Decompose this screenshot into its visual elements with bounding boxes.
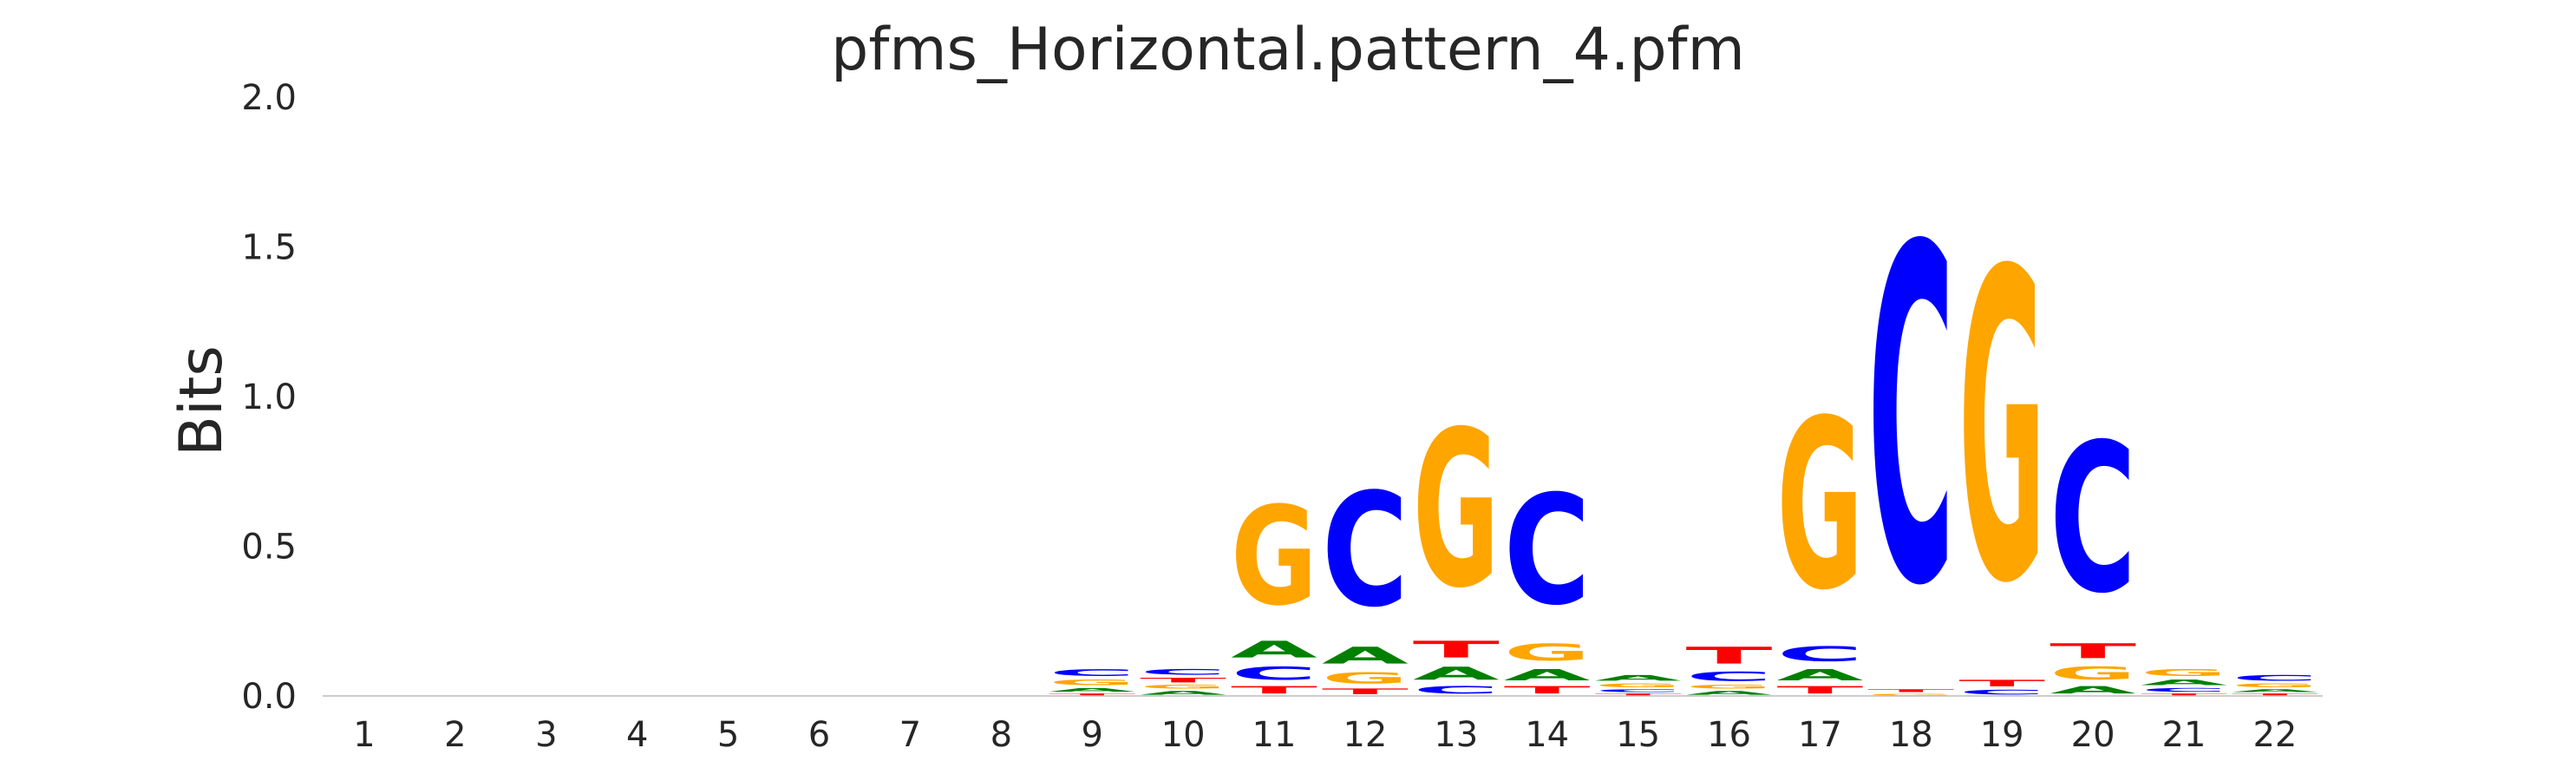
y-tick-label: 0.5 [241, 528, 297, 568]
x-tick-label: 9 [1081, 715, 1102, 755]
logo-letter-g: G [2141, 667, 2227, 678]
logo-letter-t: T [1776, 684, 1863, 696]
y-axis: 0.0 0.5 1.0 1.5 2.0 [241, 78, 297, 717]
logo-letter-c: C [2141, 687, 2227, 693]
x-tick-label: 10 [1161, 715, 1206, 755]
logo-letter-a: A [2050, 684, 2136, 696]
x-tick-label: 3 [535, 715, 557, 755]
logo-letter-c: C [1322, 460, 1409, 642]
logo-letter-a: A [1504, 666, 1591, 684]
logo-stacks: TAGCAGTCTCAGTGACCATGTAGCTCGAAGCTTACGGTCC… [1049, 151, 2318, 696]
logo-letter-g: G [1595, 683, 1682, 689]
x-tick-label: 21 [2162, 715, 2207, 755]
logo-letter-g: G [1504, 639, 1591, 666]
y-tick-label: 1.0 [241, 377, 297, 417]
logo-letter-c: C [1595, 688, 1682, 692]
x-tick-label: 22 [2252, 715, 2297, 755]
x-tick-label: 18 [1889, 715, 1933, 755]
logo-letter-t: T [1686, 642, 1773, 669]
logo-letter-c: C [1504, 463, 1591, 639]
logo-letter-c: C [1140, 667, 1226, 676]
x-tick-label: 17 [1798, 715, 1842, 755]
logo-letter-t: T [2141, 693, 2227, 696]
logo-letter-t: T [1504, 684, 1591, 696]
x-tick-label: 1 [353, 715, 375, 755]
logo-letter-a: A [1231, 636, 1317, 663]
logo-letter-c: C [1776, 642, 1863, 666]
x-tick-label: 15 [1616, 715, 1660, 755]
x-tick-label: 8 [991, 715, 1012, 755]
x-tick-label: 12 [1343, 715, 1387, 755]
logo-letter-t: T [1049, 693, 1135, 696]
chart-title: pfms_Horizontal.pattern_4.pfm [831, 16, 1745, 84]
x-tick-label: 13 [1434, 715, 1478, 755]
logo-letter-t: T [1413, 636, 1500, 663]
y-tick-label: 0.0 [241, 677, 297, 717]
logo-letter-t: T [1322, 687, 1409, 696]
logo-letter-a: A [1686, 690, 1773, 696]
logo-letter-g: G [1686, 684, 1773, 690]
x-tick-label: 20 [2071, 715, 2115, 755]
logo-letter-t: T [1867, 688, 1954, 692]
y-tick-label: 2.0 [241, 78, 297, 118]
x-tick-label: 4 [626, 715, 648, 755]
logo-letter-a: A [1776, 666, 1863, 684]
logo-letter-g: G [1776, 371, 1863, 642]
logo-letter-c: C [1686, 669, 1773, 684]
logo-letter-c: C [2050, 401, 2136, 639]
logo-letter-g: G [1958, 183, 2045, 678]
logo-letter-g: G [1231, 479, 1317, 637]
y-axis-label: Bits [167, 345, 236, 456]
logo-letter-c: C [2232, 673, 2318, 682]
logo-letter-g: G [1867, 693, 1954, 696]
logo-letter-c: C [1413, 684, 1500, 696]
logo-letter-a: A [1322, 642, 1409, 669]
logo-letter-g: G [2050, 663, 2136, 684]
x-tick-label: 11 [1252, 715, 1297, 755]
logo-letter-a: A [1140, 690, 1226, 696]
logo-letter-g: G [1413, 386, 1500, 636]
y-tick-label: 1.5 [241, 228, 297, 268]
x-axis: 1 2 3 4 5 6 7 8 9 10 11 12 13 14 15 16 17 18 19 20 21 22 [353, 715, 2297, 755]
logo-letter-t: T [1140, 677, 1226, 685]
x-tick-label: 14 [1525, 715, 1569, 755]
logo-letter-t: T [1231, 684, 1317, 696]
logo-letter-a: A [2141, 678, 2227, 686]
logo-letter-g: G [1049, 678, 1135, 686]
logo-letter-a: A [1049, 687, 1135, 693]
logo-letter-t: T [2050, 640, 2137, 663]
logo-letter-a: A [2232, 688, 2318, 692]
logo-letter-g: G [2232, 683, 2318, 689]
x-tick-label: 2 [444, 715, 466, 755]
logo-letter-g: G [1322, 669, 1409, 687]
logo-letter-c: C [1958, 688, 2045, 696]
logo-letter-a: A [1595, 673, 1682, 682]
logo-letter-t: T [1595, 693, 1682, 696]
logo-letter-c: C [1049, 667, 1135, 678]
x-tick-label: 16 [1707, 715, 1751, 755]
logo-letter-t: T [1958, 678, 2045, 688]
logo-letter-c: C [1867, 151, 1954, 687]
x-tick-label: 5 [717, 715, 739, 755]
x-tick-label: 7 [899, 715, 921, 755]
logo-letter-c: C [1231, 663, 1317, 684]
x-tick-label: 6 [808, 715, 830, 755]
logo-letter-a: A [1413, 663, 1500, 684]
logo-letter-t: T [2232, 693, 2318, 696]
x-tick-label: 19 [1980, 715, 2024, 755]
logo-letter-g: G [1140, 684, 1226, 690]
